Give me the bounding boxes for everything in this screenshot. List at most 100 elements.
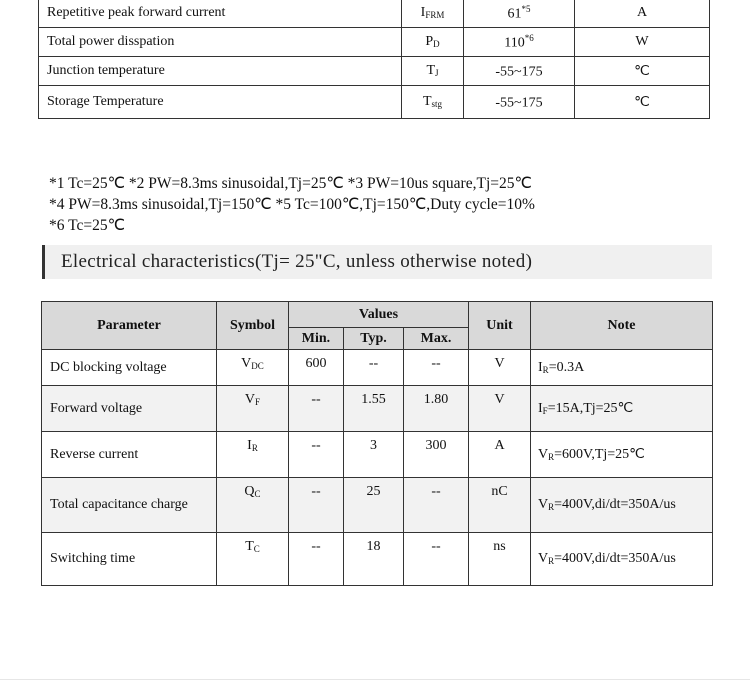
note-cell-text: V	[538, 497, 549, 512]
symbol-cell-text: T	[245, 539, 254, 554]
symbol-cell-text: I	[420, 5, 426, 20]
symbol-cell-text: T	[426, 63, 436, 78]
parameter-cell: Switching time	[41, 532, 217, 586]
parameter-cell-text: Repetitive peak forward current	[47, 5, 226, 20]
symbol-cell-text: I	[247, 438, 252, 453]
unit-cell-text: ns	[493, 539, 506, 554]
max-cell: 1.80	[403, 385, 469, 432]
symbol-cell-text: V	[241, 356, 252, 371]
note-cell: VR=400V,di/dt=350A/us	[530, 477, 713, 533]
typ-cell-text: 18	[366, 539, 381, 554]
typ-cell-text: 1.55	[361, 392, 386, 407]
header-typ: Typ.	[343, 327, 404, 350]
min-cell-text: --	[311, 438, 321, 453]
symbol-cell: QC	[216, 477, 289, 533]
note-cell-text: =15A,Tj=25℃	[547, 401, 634, 416]
note-cell-text: =600V,Tj=25℃	[554, 447, 645, 462]
max-cell-text: --	[431, 356, 441, 371]
unit-cell: V	[468, 385, 531, 432]
value-cell: 110*6	[463, 27, 575, 57]
header-min: Min.	[288, 327, 344, 350]
note-cell-subscript: R	[542, 364, 549, 375]
symbol-cell: IR	[216, 431, 289, 478]
header-max: Max.	[403, 327, 469, 350]
unit-cell-text: W	[635, 34, 649, 49]
symbol-cell-subscript: F	[255, 397, 261, 407]
symbol-cell-subscript: stg	[431, 99, 443, 109]
typ-cell-text: 3	[370, 438, 377, 453]
unit-cell: ℃	[574, 56, 710, 86]
parameter-cell: Reverse current	[41, 431, 217, 478]
parameter-cell-text: Junction temperature	[47, 63, 165, 78]
note-cell-subscript: R	[548, 452, 555, 462]
typ-cell: 18	[343, 532, 404, 586]
table-row: Switching time TC -- 18 -- ns VR=400V,di/dt=35…	[41, 532, 713, 586]
footnotes: *1 Tc=25℃ *2 PW=8.3ms sinusoidal,Tj=25℃ …	[49, 173, 535, 236]
typ-cell: 3	[343, 431, 404, 478]
symbol-cell-text: P	[425, 34, 434, 49]
unit-cell-text: ℃	[634, 63, 650, 79]
table-row: Junction temperature TJ -55~175 ℃	[38, 56, 710, 86]
unit-cell-text: nC	[491, 484, 508, 499]
footnote-line: *4 PW=8.3ms sinusoidal,Tj=150℃ *5 Tc=100…	[49, 196, 535, 213]
min-cell: 600	[288, 349, 344, 386]
parameter-cell-text: Forward voltage	[50, 400, 143, 416]
parameter-cell: Forward voltage	[41, 385, 217, 432]
max-cell-text: 300	[425, 438, 447, 453]
unit-cell: ns	[468, 532, 531, 586]
parameter-cell-text: Total power disspation	[47, 34, 175, 49]
max-cell-text: 1.80	[423, 392, 449, 407]
unit-cell: A	[468, 431, 531, 478]
table-row: Total power disspation PD 110*6 W	[38, 27, 710, 57]
unit-cell: nC	[468, 477, 531, 533]
note-cell-subscript: R	[548, 556, 555, 566]
header-values: Values	[288, 301, 469, 328]
unit-cell-text: V	[494, 392, 505, 407]
parameter-cell: Storage Temperature	[38, 85, 402, 119]
unit-cell: A	[574, 0, 710, 28]
footnote-line: *1 Tc=25℃ *2 PW=8.3ms sinusoidal,Tj=25℃ …	[49, 175, 532, 192]
note-cell-text: V	[538, 447, 549, 462]
symbol-cell: VDC	[216, 349, 289, 386]
header-parameter: Parameter	[41, 301, 217, 350]
symbol-cell-text: T	[422, 94, 432, 109]
note-cell-subscript: F	[542, 406, 548, 416]
symbol-cell-subscript: C	[253, 544, 260, 554]
unit-cell: W	[574, 27, 710, 57]
note-cell: IR=0.3A	[530, 349, 713, 386]
symbol-cell: PD	[401, 27, 464, 57]
typ-cell-text: 25	[366, 484, 381, 499]
typ-cell: 1.55	[343, 385, 404, 432]
note-cell: VR=600V,Tj=25℃	[530, 431, 713, 478]
note-cell: VR=400V,di/dt=350A/us	[530, 532, 713, 586]
min-cell: --	[288, 431, 344, 478]
parameter-cell: Repetitive peak forward current	[38, 0, 402, 28]
max-cell: --	[403, 349, 469, 386]
parameter-cell-text: DC blocking voltage	[50, 359, 167, 375]
typ-cell: --	[343, 349, 404, 386]
min-cell: --	[288, 532, 344, 586]
value-cell-text: -55~175	[495, 95, 543, 111]
symbol-cell-text: V	[244, 392, 256, 407]
value-cell-text: 110	[504, 35, 525, 51]
table-row: Repetitive peak forward current IFRM 61*5 A	[38, 0, 710, 28]
symbol-cell-subscript: FRM	[425, 10, 445, 20]
symbol-cell: TC	[216, 532, 289, 586]
symbol-cell: IFRM	[401, 0, 464, 28]
symbol-cell: TJ	[401, 56, 464, 86]
min-cell-text: 600	[305, 356, 327, 371]
parameter-cell-text: Total capacitance charge	[50, 497, 188, 512]
typ-cell-text: --	[368, 356, 379, 371]
note-cell-text: =0.3A	[548, 359, 585, 375]
value-cell: -55~175	[463, 85, 575, 119]
parameter-cell: Junction temperature	[38, 56, 402, 86]
parameter-cell-text: Storage Temperature	[47, 94, 164, 109]
parameter-cell: Total power disspation	[38, 27, 402, 57]
footnote-line: *6 Tc=25℃	[49, 217, 126, 234]
symbol-cell-subscript: J	[435, 68, 439, 78]
value-cell-text: 61	[507, 6, 522, 22]
unit-cell: V	[468, 349, 531, 386]
table-row: Storage Temperature Tstg -55~175 ℃	[38, 85, 710, 119]
max-cell: --	[403, 477, 469, 533]
header-symbol: Symbol	[216, 301, 289, 350]
